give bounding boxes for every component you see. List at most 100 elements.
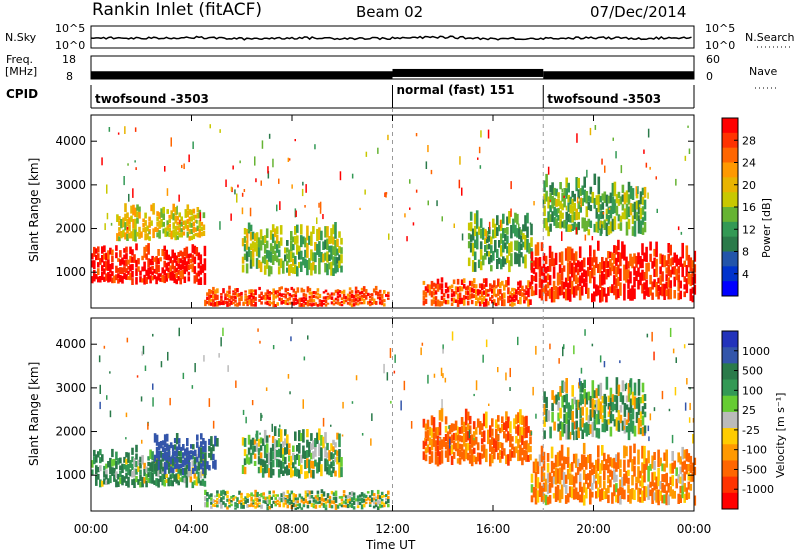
heatmap-cell [434,427,438,439]
heatmap-cell [615,257,618,266]
heatmap-cell [340,265,343,273]
heatmap-cell [655,241,658,258]
heatmap-cell [258,299,261,302]
heatmap-cell [344,501,348,505]
heatmap-cell [97,253,100,260]
heatmap-cell [292,236,295,243]
heatmap-cell [499,282,502,289]
heatmap-cell [607,411,611,417]
heatmap-cell [294,208,297,218]
heatmap-cell [161,440,165,446]
heatmap-cell [219,129,221,133]
heatmap-cell [607,261,610,268]
heatmap-cell [692,418,695,423]
heatmap-cell [306,501,310,505]
heatmap-cell [687,453,691,463]
heatmap-cell [623,445,626,459]
heatmap-cell [272,288,275,294]
heatmap-cell [669,280,672,289]
heatmap-cell [260,492,263,498]
heatmap-cell [234,303,237,307]
heatmap-cell [284,502,288,505]
heatmap-cell [243,253,247,260]
heatmap-cell [312,294,316,298]
heatmap-cell [448,425,450,429]
heatmap-cell [328,503,332,508]
heatmap-cell [188,229,192,235]
heatmap-cell [631,391,635,406]
heatmap-cell [169,271,172,281]
heatmap-cell [227,365,229,372]
heatmap-cell [336,504,340,509]
heatmap-cell [473,225,477,237]
heatmap-cell [306,490,310,493]
heatmap-cell [607,287,610,296]
heatmap-cell [304,499,308,503]
heatmap-cell [446,431,450,445]
heatmap-cell [362,498,366,503]
heatmap-cell [240,492,243,496]
heatmap-cell [578,378,581,386]
heatmap-cell [639,272,642,286]
heatmap-cell [497,452,500,460]
heatmap-cell [292,452,295,461]
heatmap-cell [422,440,426,450]
velocity-colorbar-tick-label: 100 [742,384,763,397]
heatmap-cell [137,479,140,485]
heatmap-cell [466,442,470,451]
heatmap-cell [581,394,584,405]
heatmap-cell [147,422,149,430]
heatmap-cell [595,284,598,297]
heatmap-cell [473,262,477,272]
heatmap-cell [671,451,674,462]
heatmap-cell [554,467,558,485]
heatmap-cell [372,505,376,509]
heatmap-cell [296,235,299,244]
heatmap-cell [348,302,352,306]
heatmap-cell [274,503,277,507]
xtick-label: 12:00 [375,522,410,536]
heatmap-cell [510,225,513,239]
heatmap-cell [188,462,191,471]
heatmap-cell [527,288,530,298]
heatmap-cell [548,482,552,493]
heatmap-cell [314,447,317,457]
heatmap-cell [432,432,436,447]
heatmap-cell [533,201,535,206]
heatmap-cell [627,269,630,279]
heatmap-cell [513,446,516,458]
heatmap-cell [661,271,664,282]
heatmap-cell [158,220,161,229]
heatmap-cell [380,491,384,495]
heatmap-cell [277,448,281,458]
heatmap-cell [184,209,188,218]
power-colorbar-tick-label: 16 [742,201,756,214]
heatmap-cell [226,303,229,307]
heatmap-cell [169,479,172,487]
heatmap-cell [691,462,695,472]
nsky-strip-frame [90,25,695,49]
heatmap-cell [338,503,342,506]
heatmap-cell [667,483,670,493]
heatmap-cell [298,245,301,252]
heatmap-cell [503,431,506,439]
heatmap-cell [631,459,634,472]
ytick-label: 3000 [55,178,86,192]
heatmap-cell [304,258,307,268]
heatmap-cell [193,245,197,255]
heatmap-cell [174,232,177,241]
heatmap-cell [611,492,614,504]
heatmap-cell [474,294,478,300]
heatmap-cell [577,212,580,220]
heatmap-cell [187,253,191,259]
heatmap-cell [625,269,628,283]
heatmap-cell [450,284,454,289]
heatmap-cell [286,302,290,306]
heatmap-cell [499,442,502,448]
heatmap-cell [685,449,689,462]
heatmap-cell [332,292,336,296]
heatmap-cell [647,484,650,500]
ytick-label: 4000 [55,337,86,351]
heatmap-cell [277,438,281,448]
heatmap-cell [580,272,584,284]
